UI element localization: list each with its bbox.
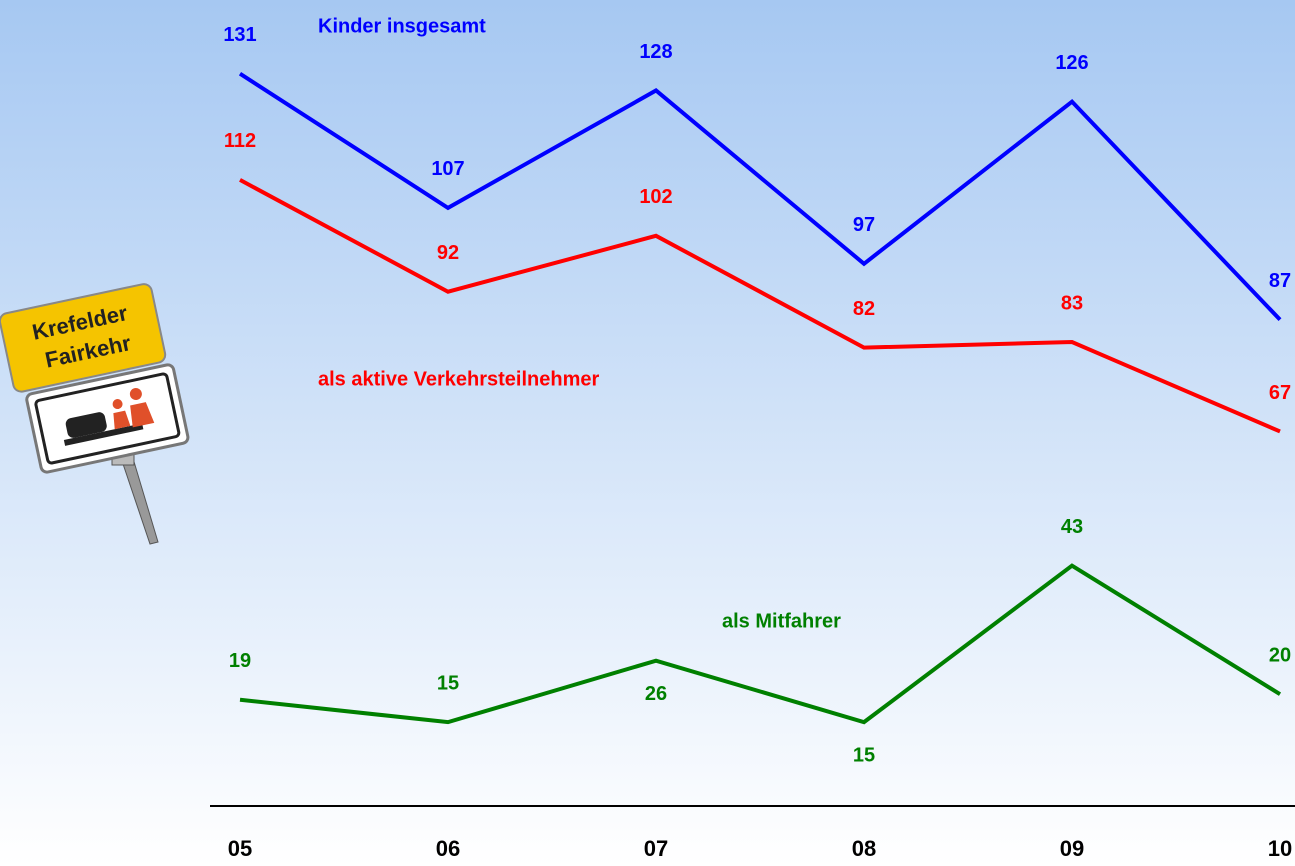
value-label: 102 <box>639 186 672 208</box>
value-label: 82 <box>853 298 875 320</box>
value-label: 87 <box>1269 270 1291 292</box>
value-label: 15 <box>437 672 459 694</box>
value-label: 67 <box>1269 382 1291 404</box>
x-tick-label: 09 <box>1060 836 1084 861</box>
value-label: 112 <box>224 130 256 152</box>
x-tick-label: 08 <box>852 836 876 861</box>
value-label: 92 <box>437 242 459 264</box>
series-label: als Mitfahrer <box>722 610 841 632</box>
x-tick-label: 10 <box>1268 836 1292 861</box>
value-label: 107 <box>431 158 464 180</box>
series-label: als aktive Verkehrsteilnehmer <box>318 368 599 390</box>
value-label: 97 <box>853 214 875 236</box>
value-label: 20 <box>1269 644 1291 666</box>
x-tick-label: 06 <box>436 836 460 861</box>
series-line <box>239 563 1282 725</box>
series-line <box>239 178 1281 434</box>
value-label: 128 <box>639 41 672 63</box>
sign: Krefelder Fairkehr <box>0 283 190 545</box>
value-label: 15 <box>853 744 875 766</box>
value-label: 43 <box>1061 516 1083 538</box>
series-line <box>238 72 1282 322</box>
series-label: Kinder insgesamt <box>318 15 486 37</box>
x-tick-label: 07 <box>644 836 668 861</box>
value-label: 19 <box>229 650 251 672</box>
value-label: 83 <box>1061 292 1083 314</box>
value-label: 131 <box>223 24 256 46</box>
value-label: 26 <box>645 683 667 705</box>
value-label: 126 <box>1055 52 1088 74</box>
x-tick-label: 05 <box>228 836 252 861</box>
